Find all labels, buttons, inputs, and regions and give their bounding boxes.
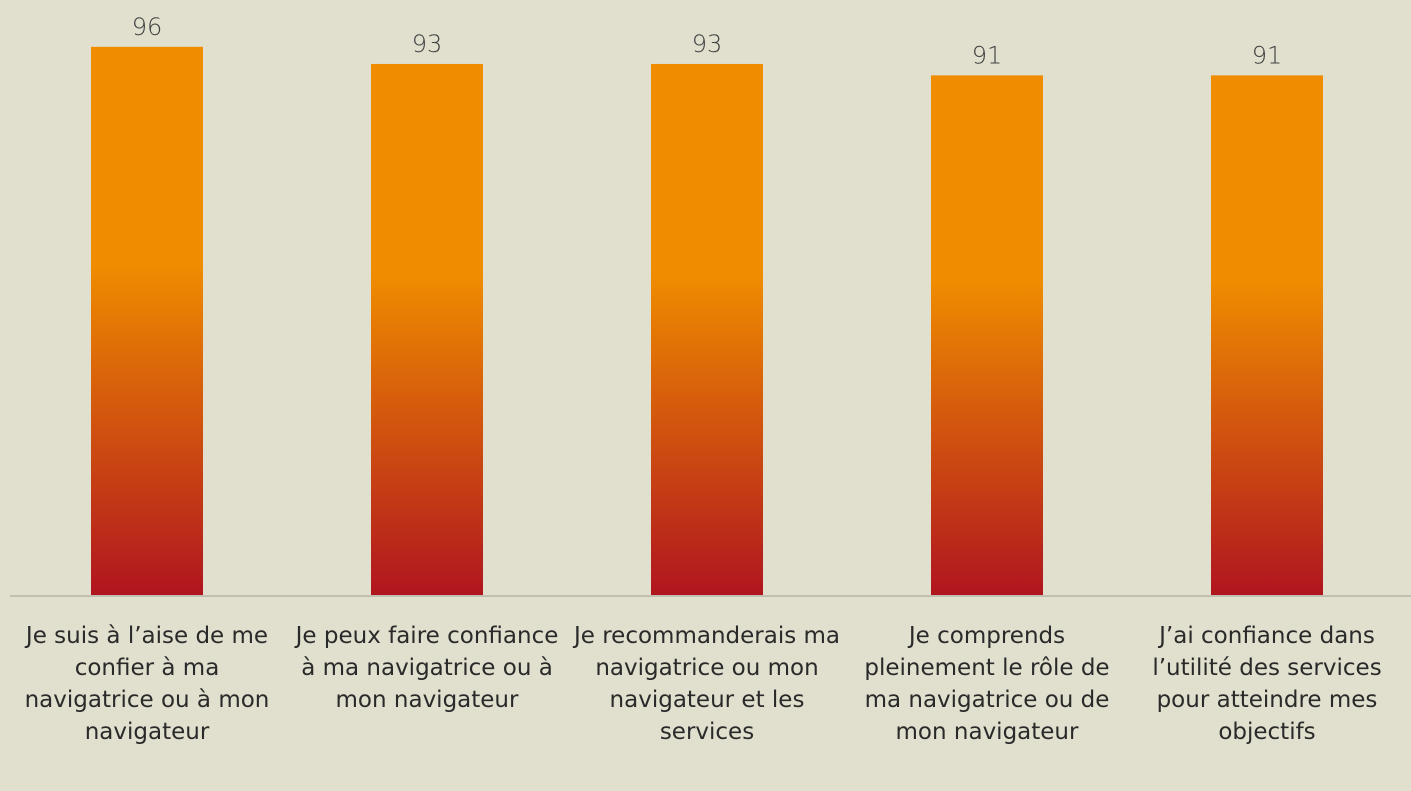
x-tick-label: J’ai confiance dans l’utilité des servic… xyxy=(1152,623,1382,745)
value-label: 93 xyxy=(412,30,443,58)
x-tick-label: Je peux faire confiance à ma navigatrice… xyxy=(295,623,559,713)
value-label: 93 xyxy=(692,30,723,58)
bar xyxy=(1211,75,1323,595)
value-label: 96 xyxy=(132,13,163,41)
value-label: 91 xyxy=(1252,41,1283,69)
x-tick-label: Je suis à l’aise de me confier à ma navi… xyxy=(24,623,270,745)
bar xyxy=(651,63,763,596)
x-tick-label: Je comprends pleinement le rôle de ma na… xyxy=(864,623,1110,745)
value-label: 91 xyxy=(972,41,1003,69)
bar xyxy=(931,75,1043,595)
bar xyxy=(91,46,203,595)
x-tick-label: Je recommanderais ma navigatrice ou mon … xyxy=(573,623,841,745)
bar xyxy=(371,63,483,596)
